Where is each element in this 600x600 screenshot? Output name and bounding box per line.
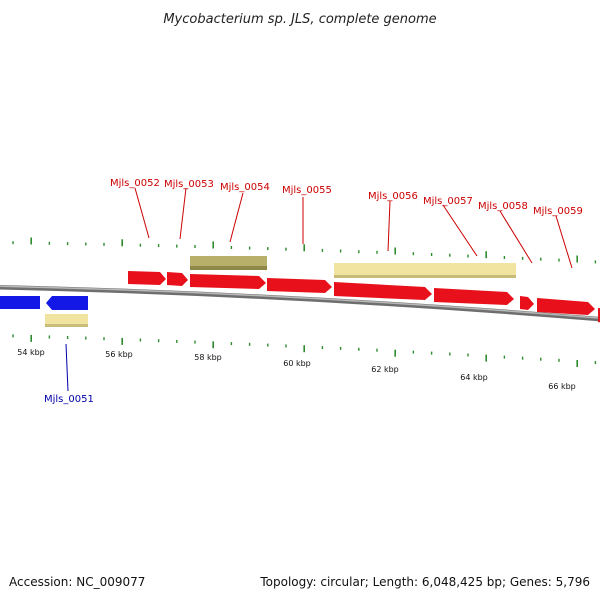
axis-tick-labels: 54 kbp 56 kbp 58 kbp 60 kbp 62 kbp 64 kbp 66 k… bbox=[17, 348, 576, 391]
gene-label-mjls-0052[interactable]: Mjls_0052 bbox=[110, 178, 160, 189]
gene-label-mjls-0058[interactable]: Mjls_0058 bbox=[478, 201, 528, 212]
axis-tick-label: 58 kbp bbox=[194, 353, 222, 362]
leader-mjls-0058 bbox=[499, 210, 533, 264]
footer-accession: Accession: NC_009077 bbox=[9, 575, 146, 589]
lower-tick-row bbox=[12, 334, 597, 367]
map-title: Mycobacterium sp. JLS, complete genome bbox=[163, 12, 436, 27]
leader-mjls-0051 bbox=[65, 343, 69, 392]
gene-label-mjls-0056[interactable]: Mjls_0056 bbox=[368, 191, 418, 202]
feature-bar-pale-lower bbox=[45, 314, 88, 327]
gene-label-mjls-0055[interactable]: Mjls_0055 bbox=[282, 185, 332, 196]
feature-bar-pale-lower-shade bbox=[45, 324, 88, 327]
gene-label-mjls-0059[interactable]: Mjls_0059 bbox=[533, 206, 583, 217]
gene-arrow-reverse-partial[interactable] bbox=[0, 296, 40, 309]
feature-bar-pale bbox=[334, 263, 516, 278]
leader-mjls-0054 bbox=[229, 192, 244, 243]
gene-arrow-mjls-0053[interactable] bbox=[167, 272, 188, 286]
axis-tick-label: 64 kbp bbox=[460, 373, 488, 382]
gene-arrow-mjls-0054[interactable] bbox=[190, 274, 266, 289]
leader-mjls-0057 bbox=[442, 204, 478, 257]
leader-mjls-0059 bbox=[555, 215, 573, 269]
upper-tick-row bbox=[12, 237, 597, 264]
axis-tick-label: 62 kbp bbox=[371, 365, 399, 374]
gene-label-mjls-0054[interactable]: Mjls_0054 bbox=[220, 182, 270, 193]
axis-tick-label: 56 kbp bbox=[105, 350, 133, 359]
gene-arrow-mjls-0059[interactable] bbox=[537, 298, 595, 315]
feature-bars bbox=[45, 256, 516, 327]
axis-tick-label: 54 kbp bbox=[17, 348, 45, 357]
gene-label-leaders bbox=[134, 187, 573, 269]
gene-arrow-mjls-0051[interactable] bbox=[46, 296, 88, 310]
gene-arrow-mjls-0055[interactable] bbox=[267, 278, 332, 293]
leader-mjls-0053 bbox=[179, 187, 187, 240]
footer-summary: Topology: circular; Length: 6,048,425 bp… bbox=[260, 575, 590, 589]
gene-labels: Mjls_0052 Mjls_0053 Mjls_0054 Mjls_0055 … bbox=[44, 178, 583, 405]
feature-bar-olive-shade bbox=[190, 266, 267, 270]
gene-arrow-mjls-0056[interactable] bbox=[334, 282, 432, 300]
gene-label-mjls-0053[interactable]: Mjls_0053 bbox=[164, 179, 214, 190]
feature-bar-pale-shade bbox=[334, 275, 516, 278]
gene-label-mjls-0057[interactable]: Mjls_0057 bbox=[423, 196, 473, 207]
genome-backbone-highlight bbox=[0, 285, 600, 319]
gene-label-mjls-0051[interactable]: Mjls_0051 bbox=[44, 394, 94, 405]
gene-arrow-mjls-0058[interactable] bbox=[520, 296, 534, 310]
leader-mjls-0052 bbox=[134, 187, 150, 239]
genome-backbone bbox=[0, 284, 600, 322]
axis-tick-label: 66 kbp bbox=[548, 382, 576, 391]
axis-tick-label: 60 kbp bbox=[283, 359, 311, 368]
gene-arrows bbox=[0, 271, 600, 323]
leader-mjls-0056 bbox=[387, 200, 391, 252]
gene-arrow-mjls-0057[interactable] bbox=[434, 288, 514, 305]
gene-arrow-mjls-0052[interactable] bbox=[128, 271, 166, 285]
